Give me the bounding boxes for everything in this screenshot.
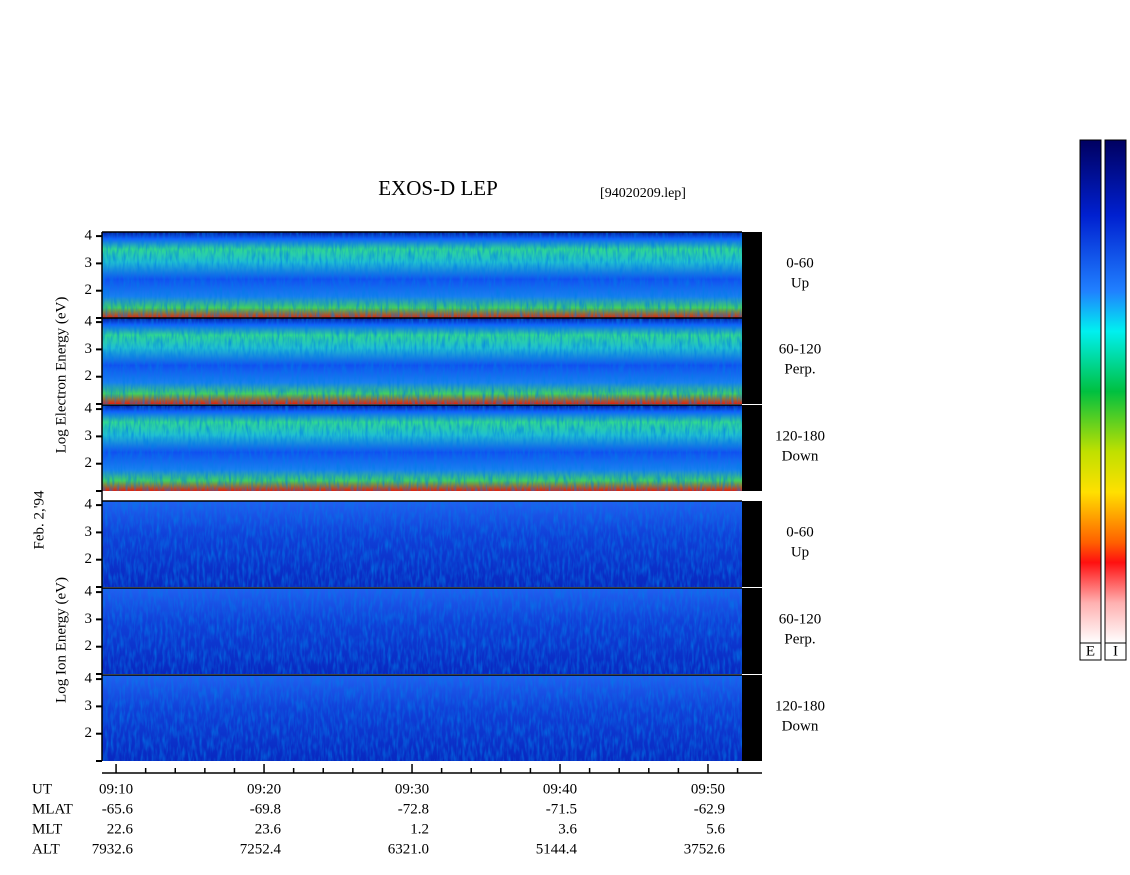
- y-tick-label: 3: [85, 524, 93, 540]
- ephemeris-row-label: UT: [32, 781, 52, 797]
- y-tick-label: 2: [85, 455, 93, 471]
- y-tick-label: 4: [85, 497, 93, 513]
- color-bar-label: I: [1113, 643, 1118, 659]
- file-label: [94020209.lep]: [600, 186, 686, 201]
- y-tick-label: 3: [85, 698, 93, 714]
- ephemeris-value: 3.6: [558, 821, 577, 837]
- y-tick-label: 2: [85, 368, 93, 384]
- ephemeris-value: -71.5: [546, 801, 577, 817]
- x-tick-label: 09:20: [247, 781, 281, 797]
- title: EXOS-D LEP: [378, 176, 498, 200]
- y-tick-label: 4: [85, 314, 93, 330]
- ephemeris-value: -69.8: [250, 801, 281, 817]
- spectrogram-texture: [102, 405, 742, 491]
- x-tick-label: 09:50: [691, 781, 725, 797]
- panel-range: 60-120: [779, 341, 822, 357]
- spectrogram-texture: [102, 501, 742, 587]
- ephemeris-value: -72.8: [398, 801, 429, 817]
- y-tick-label: 4: [85, 584, 93, 600]
- no-data-strip: [742, 318, 762, 404]
- ephemeris-value: -62.9: [694, 801, 725, 817]
- no-data-strip: [742, 675, 762, 761]
- ephemeris-value: 6321.0: [388, 841, 429, 857]
- panel-range: 0-60: [786, 255, 814, 271]
- no-data-strip: [742, 232, 762, 318]
- ephemeris-value: -65.6: [102, 801, 134, 817]
- color-bar-label: E: [1086, 643, 1095, 659]
- color-bar: [1079, 139, 1102, 644]
- panel-direction: Up: [791, 544, 809, 560]
- spectrogram-texture: [102, 318, 742, 404]
- x-tick-label: 09:30: [395, 781, 429, 797]
- x-tick-label: 09:40: [543, 781, 577, 797]
- color-bar: [1104, 139, 1127, 644]
- spectrogram-texture: [102, 675, 742, 761]
- spectrogram-texture: [102, 232, 742, 318]
- x-tick-label: 09:10: [99, 781, 133, 797]
- date-label: Feb. 2,'94: [31, 490, 47, 549]
- panel-direction: Perp.: [784, 361, 815, 377]
- y-tick-label: 3: [85, 428, 93, 444]
- panel-direction: Up: [791, 275, 809, 291]
- no-data-strip: [742, 405, 762, 491]
- no-data-strip: [742, 501, 762, 587]
- ephemeris-value: 3752.6: [684, 841, 726, 857]
- y-tick-label: 2: [85, 282, 93, 298]
- y-tick-label: 3: [85, 611, 93, 627]
- ephemeris-row-label: ALT: [32, 841, 60, 857]
- y-tick-label: 3: [85, 341, 93, 357]
- panel-range: 60-120: [779, 611, 822, 627]
- y-tick-label: 3: [85, 255, 93, 271]
- ephemeris-row-label: MLT: [32, 821, 62, 837]
- ephemeris-value: 1.2: [410, 821, 429, 837]
- panel-range: 0-60: [786, 524, 814, 540]
- no-data-strip: [742, 588, 762, 674]
- ephemeris-value: 7932.6: [92, 841, 134, 857]
- y-tick-label: 4: [85, 671, 93, 687]
- spectrogram-texture: [102, 588, 742, 674]
- species-axis-label: Log Electron Energy (eV): [53, 297, 69, 454]
- species-axis-label: Log Ion Energy (eV): [53, 577, 69, 703]
- color-bar-label-box: [1079, 642, 1102, 661]
- ephemeris-value: 7252.4: [240, 841, 282, 857]
- y-tick-label: 4: [85, 228, 93, 244]
- ephemeris-value: 22.6: [107, 821, 134, 837]
- axes: 2 3 4 0-60 Up 2 3 4 60-120 Perp. 2 3 4 120-180 Down 2 3 4…: [32, 139, 1127, 857]
- ephemeris-value: 5.6: [706, 821, 725, 837]
- panel-range: 120-180: [775, 698, 825, 714]
- panel-range: 120-180: [775, 428, 825, 444]
- panel-direction: Perp.: [784, 631, 815, 647]
- y-tick-label: 2: [85, 638, 93, 654]
- ephemeris-value: 23.6: [255, 821, 282, 837]
- color-bar-label-box: [1104, 642, 1127, 661]
- y-tick-label: 4: [85, 401, 93, 417]
- panel-direction: Down: [782, 448, 819, 464]
- panel-direction: Down: [782, 718, 819, 734]
- ephemeris-value: 5144.4: [536, 841, 578, 857]
- y-tick-label: 2: [85, 551, 93, 567]
- ephemeris-row-label: MLAT: [32, 801, 73, 817]
- y-tick-label: 2: [85, 725, 93, 741]
